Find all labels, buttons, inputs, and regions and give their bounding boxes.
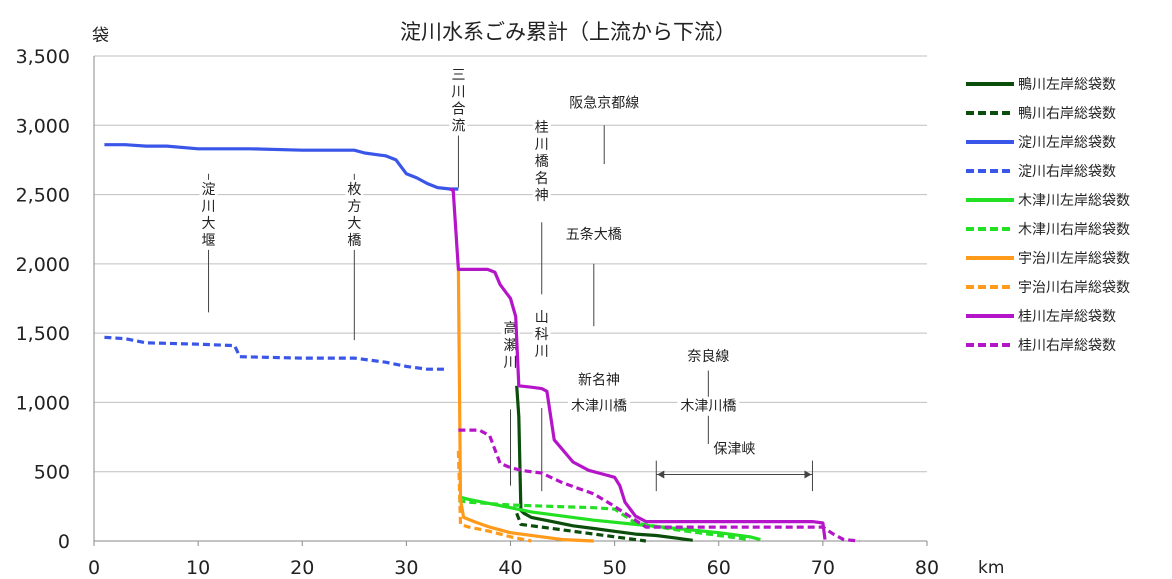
- x-tick-label: 10: [186, 557, 210, 579]
- legend-label: 木津川左岸総袋数: [1018, 193, 1130, 209]
- annotation-text-bg: [710, 439, 759, 459]
- x-tick-label: 70: [811, 557, 835, 579]
- y-tick-label: 3,500: [16, 46, 70, 68]
- annotation: 阪急京都線: [566, 93, 643, 165]
- annotation-label: 山科川: [535, 310, 549, 360]
- x-tick-label: 0: [88, 557, 100, 579]
- y-tick-label: 1,500: [16, 323, 70, 345]
- annotation: 木津川橋: [677, 396, 740, 416]
- annotation-text-bg: [345, 179, 364, 250]
- annotation-text-bg: [575, 370, 624, 390]
- annotation-label: 桂川橋名神: [535, 120, 549, 204]
- annotation-text-bg: [199, 179, 218, 250]
- annotation-label: 高瀬川: [504, 320, 518, 371]
- annotation: 三川合流: [449, 65, 468, 188]
- annotation-text-bg: [566, 93, 643, 113]
- annotation-text-bg: [562, 224, 625, 244]
- annotation-label: 三川合流: [451, 68, 465, 135]
- annotation: 山科川: [532, 308, 551, 492]
- annotation: 枚方大橋: [345, 173, 364, 341]
- annotation-label: 奈良線: [687, 349, 729, 365]
- series-line: [456, 269, 594, 543]
- annotation-label: 阪急京都線: [569, 95, 639, 111]
- series-line: [449, 187, 827, 540]
- annotation: 奈良線: [684, 346, 733, 444]
- annotation-text-bg: [677, 396, 740, 416]
- legend-label: 鴨川右岸総袋数: [1018, 106, 1116, 122]
- annotation: 桂川橋名神: [532, 118, 551, 295]
- annotation-label: 木津川橋: [571, 399, 627, 415]
- annotation-arrow-right: [804, 470, 812, 479]
- x-tick-label: 40: [498, 557, 522, 579]
- series-line: [458, 499, 751, 542]
- y-tick-label: 0: [58, 531, 70, 553]
- annotation-text-bg: [568, 396, 631, 416]
- x-tick-label: 30: [394, 557, 418, 579]
- annotation-arrow-left: [657, 470, 665, 479]
- annotation-label: 木津川橋: [680, 399, 736, 415]
- y-tick-label: 2,500: [16, 185, 70, 207]
- y-tick-label: 3,000: [16, 115, 70, 137]
- series-line: [104, 143, 459, 191]
- legend-label: 桂川右岸総袋数: [1018, 338, 1116, 354]
- annotation-label: 枚方大橋: [347, 182, 361, 249]
- y-tick-label: 2,000: [16, 254, 70, 276]
- y-tick-label: 1,000: [16, 392, 70, 414]
- axes: 0 500 1,000 1,500 2,000 2,500 3,000 3,500 0 10 20 3…: [16, 46, 940, 579]
- legend-label: 淀川左岸総袋数: [1018, 135, 1116, 151]
- legend-label: 木津川右岸総袋数: [1018, 222, 1130, 238]
- grid-lines: [94, 55, 927, 542]
- series-line: [458, 428, 860, 543]
- x-tick-label: 80: [915, 557, 939, 579]
- annotation: 五条大橋: [562, 224, 625, 327]
- annotation: 木津川橋: [568, 396, 631, 416]
- legend: 鴨川左岸総袋数鴨川右岸総袋数淀川左岸総袋数淀川右岸総袋数木津川左岸総袋数木津川右…: [966, 77, 1130, 354]
- annotation-label: 新名神: [578, 372, 620, 388]
- chart-title: 淀川水系ごみ累計（上流から下流）: [400, 20, 736, 44]
- annotation-label: 淀川大堰: [202, 182, 216, 249]
- legend-label: 鴨川左岸総袋数: [1018, 77, 1116, 93]
- annotation-text-bg: [449, 65, 468, 136]
- y-tick-label: 500: [34, 462, 70, 484]
- y-axis-unit-label: 袋: [92, 26, 109, 46]
- series-lines: [104, 143, 860, 543]
- annotation-label: 五条大橋: [566, 226, 622, 243]
- annotation: 淀川大堰: [199, 173, 218, 313]
- annotation: 保津峡: [655, 439, 813, 492]
- legend-label: 桂川左岸総袋数: [1018, 309, 1116, 325]
- x-axis-unit-label: km: [978, 558, 1004, 578]
- x-tick-label: 20: [290, 557, 314, 579]
- annotation-text-bg: [532, 118, 551, 206]
- annotation-text-bg: [532, 308, 551, 362]
- annotation-text-bg: [684, 346, 733, 366]
- series-line: [515, 512, 647, 543]
- legend-label: 淀川右岸総袋数: [1018, 164, 1116, 180]
- x-tick-label: 60: [707, 557, 731, 579]
- annotation-label: 保津峡: [713, 442, 755, 458]
- legend-label: 宇治川左岸総袋数: [1018, 251, 1130, 267]
- series-line: [104, 335, 448, 371]
- annotation: 新名神: [575, 370, 624, 390]
- legend-label: 宇治川右岸総袋数: [1018, 280, 1130, 296]
- x-tick-label: 50: [603, 557, 627, 579]
- series-line: [456, 450, 532, 543]
